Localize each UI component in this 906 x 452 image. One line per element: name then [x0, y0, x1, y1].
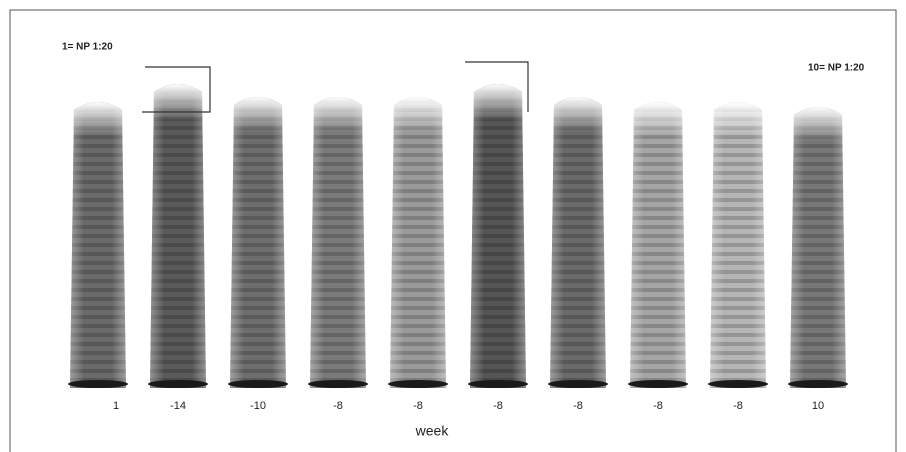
well-band	[388, 380, 448, 388]
lane-fade	[70, 102, 126, 388]
lane	[548, 97, 608, 388]
lanes	[68, 84, 848, 388]
lane-fade	[790, 107, 846, 388]
x-axis-label: week	[415, 423, 450, 439]
lane-label: 10	[812, 400, 824, 412]
well-band	[228, 380, 288, 388]
lane	[228, 97, 288, 388]
lane-label: -8	[733, 400, 743, 412]
lane	[468, 84, 528, 388]
lane-fade	[230, 97, 286, 388]
lane-fade	[550, 97, 606, 388]
well-band	[708, 380, 768, 388]
lane-fade	[310, 97, 366, 388]
lane-label: -8	[413, 400, 423, 412]
lane	[388, 97, 448, 388]
lane	[68, 102, 128, 388]
well-band	[308, 380, 368, 388]
lane-label: -8	[333, 400, 343, 412]
lane-fade	[470, 84, 526, 388]
lane-fade	[630, 102, 686, 388]
bracket	[142, 66, 211, 113]
lane-fade	[150, 84, 206, 388]
lane-fade	[710, 102, 766, 388]
lane-label: -8	[493, 400, 503, 412]
lane	[628, 102, 688, 388]
lane-label: -14	[170, 400, 186, 412]
well-band	[788, 380, 848, 388]
lane	[788, 107, 848, 388]
lane-label: -8	[573, 400, 583, 412]
lane	[308, 97, 368, 388]
bracket	[465, 61, 529, 112]
lane	[708, 102, 768, 388]
left-label: 1= NP 1:20	[62, 42, 113, 53]
lane-label: 1	[113, 400, 119, 412]
right-label: 10= NP 1:20	[808, 63, 865, 74]
well-band	[148, 380, 208, 388]
well-band	[628, 380, 688, 388]
well-band	[468, 380, 528, 388]
lane-fade	[390, 97, 446, 388]
lane-label: -10	[250, 400, 266, 412]
well-band	[548, 380, 608, 388]
lane	[148, 84, 208, 388]
lane-label: -8	[653, 400, 663, 412]
well-band	[68, 380, 128, 388]
frame	[9, 9, 897, 452]
